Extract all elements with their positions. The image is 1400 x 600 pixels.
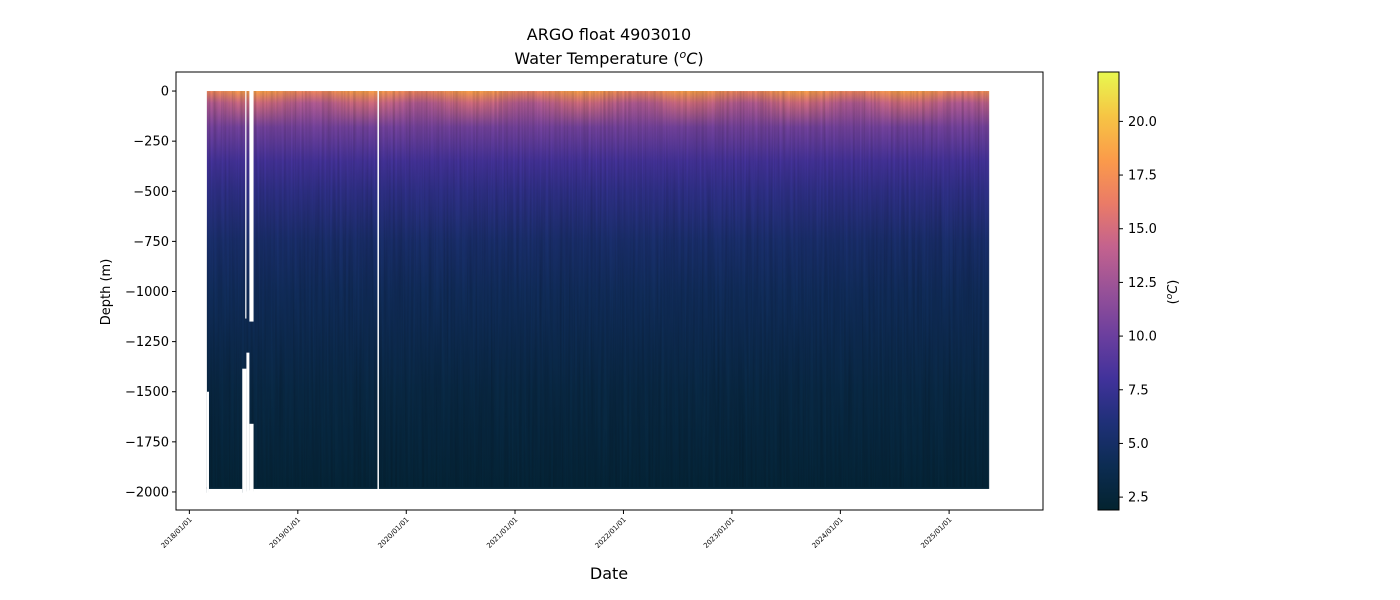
y-tick-label: 0: [161, 85, 169, 100]
field-streak-texture: [206, 91, 989, 489]
temperature-field-details: [206, 91, 989, 493]
colorbar-tick-label: 5.0: [1128, 437, 1149, 452]
colorbar-frame: [1097, 71, 1120, 511]
shallow-profile-gap: [242, 368, 247, 494]
x-tick-label: 2019/01/01: [268, 516, 302, 550]
temperature-section: [206, 72, 990, 494]
x-axis-label: Date: [590, 564, 628, 583]
shallow-profile-gap: [249, 423, 254, 494]
y-tick-label: −250: [133, 135, 169, 150]
colorbar-label-superscript: o: [1165, 293, 1175, 299]
colorbar-tick-label: 2.5: [1128, 491, 1149, 506]
colorbar-tick-label: 10.0: [1128, 330, 1157, 345]
x-tick-label: 2025/01/01: [919, 516, 953, 550]
x-axis: 2018/01/01 2019/01/01 2020/01/01 2021/01/01…: [160, 510, 954, 550]
colorbar-tick-label: 7.5: [1128, 383, 1149, 398]
shallow-profile-gap: [246, 352, 250, 494]
colorbar-tick-label: 12.5: [1128, 276, 1157, 291]
y-tick-label: −1250: [125, 335, 169, 350]
colorbar-label: (oC): [1165, 280, 1181, 305]
x-tick-label: 2018/01/01: [160, 516, 194, 550]
missing-data-gap: [249, 72, 254, 322]
chart-subtitle: Water Temperature (oC): [514, 48, 703, 68]
colorbar-label-close: ): [1166, 280, 1181, 285]
colorbar-gradient: [1098, 72, 1119, 510]
x-tick-label: 2020/01/01: [376, 516, 410, 550]
data-gaps: [206, 72, 989, 494]
x-tick-label: 2024/01/01: [811, 516, 845, 550]
y-tick-label: −1500: [125, 385, 169, 400]
x-tick-label: 2023/01/01: [702, 516, 736, 550]
shallow-profile-gap: [206, 391, 209, 494]
subtitle-suffix: ): [697, 49, 703, 68]
colorbar: 2.5 5.0 7.5 10.0 12.5 15.0 17.5 20.0 (oC): [1097, 71, 1181, 511]
colorbar-tick-label: 20.0: [1128, 115, 1157, 130]
x-tick-label: 2021/01/01: [485, 516, 519, 550]
y-tick-label: −1750: [125, 435, 169, 450]
y-axis-label: Depth (m): [99, 259, 114, 326]
subtitle-unit: C: [686, 49, 698, 68]
missing-data-gap: [377, 72, 379, 494]
colorbar-ticks: 2.5 5.0 7.5 10.0 12.5 15.0 17.5 20.0: [1119, 115, 1157, 506]
chart-title: ARGO float 4903010: [527, 25, 691, 44]
subtitle-superscript: o: [679, 48, 686, 61]
colorbar-tick-label: 17.5: [1128, 169, 1157, 184]
y-tick-label: −500: [133, 185, 169, 200]
plot-area: [175, 71, 1044, 511]
plot-frame: [175, 71, 1044, 511]
shallow-profile-gap: [253, 488, 989, 494]
colorbar-label-unit: C: [1166, 284, 1181, 294]
y-tick-label: −750: [133, 235, 169, 250]
y-axis: 0 −250 −500 −750 −1000 −1250 −1500 −1750 −2000: [125, 85, 176, 500]
missing-data-gap: [245, 72, 247, 319]
y-tick-label: −1000: [125, 285, 169, 300]
x-tick-label: 2022/01/01: [594, 516, 628, 550]
shallow-profile-gap: [208, 488, 243, 494]
colorbar-label-open: (: [1166, 299, 1181, 304]
subtitle-prefix: Water Temperature (: [514, 49, 679, 68]
colorbar-tick-label: 15.0: [1128, 222, 1157, 237]
y-tick-label: −2000: [125, 485, 169, 500]
